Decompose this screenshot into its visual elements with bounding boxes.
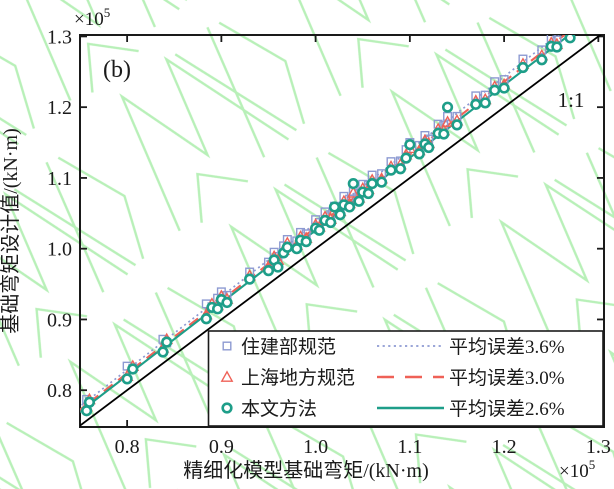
- x-axis-label: 精细化模型基础弯矩/(kN·m): [183, 459, 429, 482]
- legend-error-label: 平均误差3.6%: [449, 336, 565, 358]
- scatter-point-circle: [83, 396, 96, 408]
- scatter-point-circle: [394, 163, 407, 175]
- scatter-point-circle: [313, 224, 325, 236]
- x-tick-label: 1.2: [492, 436, 517, 458]
- legend-label: 本文方法: [241, 398, 317, 420]
- scatter-layer: [80, 35, 576, 417]
- scatter-point-circle: [536, 54, 548, 66]
- scatter-point-circle: [413, 148, 425, 160]
- scatter-point-circle: [300, 236, 312, 248]
- scatter-point-circle: [404, 139, 416, 151]
- diagonal-label: 1:1: [558, 88, 585, 112]
- scatter-point-circle: [244, 273, 256, 285]
- scatter-point-circle: [347, 177, 359, 190]
- scatter-point-circle: [272, 261, 284, 273]
- y-tick-label: 1.0: [47, 239, 72, 261]
- legend-error-label: 平均误差3.0%: [449, 367, 565, 389]
- scatter-point-triangle: [441, 115, 454, 127]
- scatter-point-circle: [325, 216, 337, 229]
- scatter-point-circle: [375, 176, 388, 188]
- legend-label: 住建部规范: [241, 336, 336, 358]
- legend-marker-triangle: [220, 370, 234, 382]
- scatter-point-circle: [385, 164, 397, 176]
- scatter-point-circle: [281, 241, 293, 253]
- scatter-point-circle: [451, 119, 463, 131]
- y-tick-label: 1.2: [47, 97, 72, 119]
- scatter-point-circle: [211, 303, 224, 315]
- series-circle-group: [80, 35, 576, 417]
- scatter-point-circle: [121, 373, 133, 385]
- legend-marker-circle: [221, 402, 233, 414]
- legend: 住建部规范 平均误差3.6% 上海地方规范 平均误差3.0% 本文方法 平均误差2.6%: [207, 330, 604, 427]
- scatter-point-circle: [517, 61, 529, 74]
- scatter-point-circle: [564, 35, 576, 44]
- scatter-point-circle: [343, 201, 356, 213]
- x-tick-label: 1.1: [397, 436, 422, 458]
- scatter-point-circle: [479, 97, 491, 109]
- scatter-point-triangle: [346, 186, 360, 198]
- diagonal-line: [80, 35, 602, 427]
- y-tick-label: 0.8: [47, 380, 72, 402]
- x-tick-label: 0.8: [115, 436, 140, 458]
- scatter-point-circle: [362, 187, 374, 200]
- scatter-point-circle: [423, 141, 435, 154]
- y-tick-label: 1.3: [47, 26, 72, 48]
- y-tick-label: 0.9: [47, 309, 72, 331]
- scatter-point-circle: [221, 296, 233, 309]
- scatter-point-circle: [262, 265, 275, 277]
- x-offset-label: ×105: [559, 457, 595, 482]
- scatter-point-circle: [551, 41, 563, 53]
- scatter-point-circle: [400, 152, 412, 164]
- scatter-point-circle: [353, 195, 365, 207]
- scatter-point-circle: [200, 313, 212, 325]
- fit-line-dashed: [80, 35, 567, 411]
- legend-marker-square: [222, 341, 232, 351]
- scatter-point-circle: [291, 243, 303, 255]
- y-axis-label: 基础弯矩设计值/(kN·m): [0, 128, 22, 334]
- plot-frame: [79, 34, 605, 428]
- scatter-point-circle: [498, 82, 510, 94]
- x-tick-label: 1.0: [303, 436, 328, 458]
- scatter-point-circle: [438, 128, 450, 140]
- x-tick-label: 0.9: [209, 436, 234, 458]
- scatter-point-circle: [366, 177, 378, 190]
- scatter-point-circle: [161, 336, 173, 348]
- y-tick-label: 1.1: [47, 168, 72, 190]
- scatter-point-circle: [157, 346, 169, 358]
- scatter-point-circle: [334, 209, 346, 221]
- scatter-point-circle: [470, 98, 482, 110]
- legend-label: 上海地方规范: [241, 367, 355, 389]
- y-offset-label: ×105: [74, 5, 110, 30]
- scatter-point-circle: [441, 101, 454, 113]
- scatter-point-circle: [127, 363, 139, 375]
- legend-error-label: 平均误差2.6%: [449, 398, 565, 420]
- x-tick-label: 1.3: [586, 436, 611, 458]
- fit-line-dotted: [80, 35, 559, 408]
- panel-label: (b): [103, 57, 131, 83]
- scatter-point-square: [537, 45, 547, 55]
- scatter-point-circle: [489, 84, 501, 96]
